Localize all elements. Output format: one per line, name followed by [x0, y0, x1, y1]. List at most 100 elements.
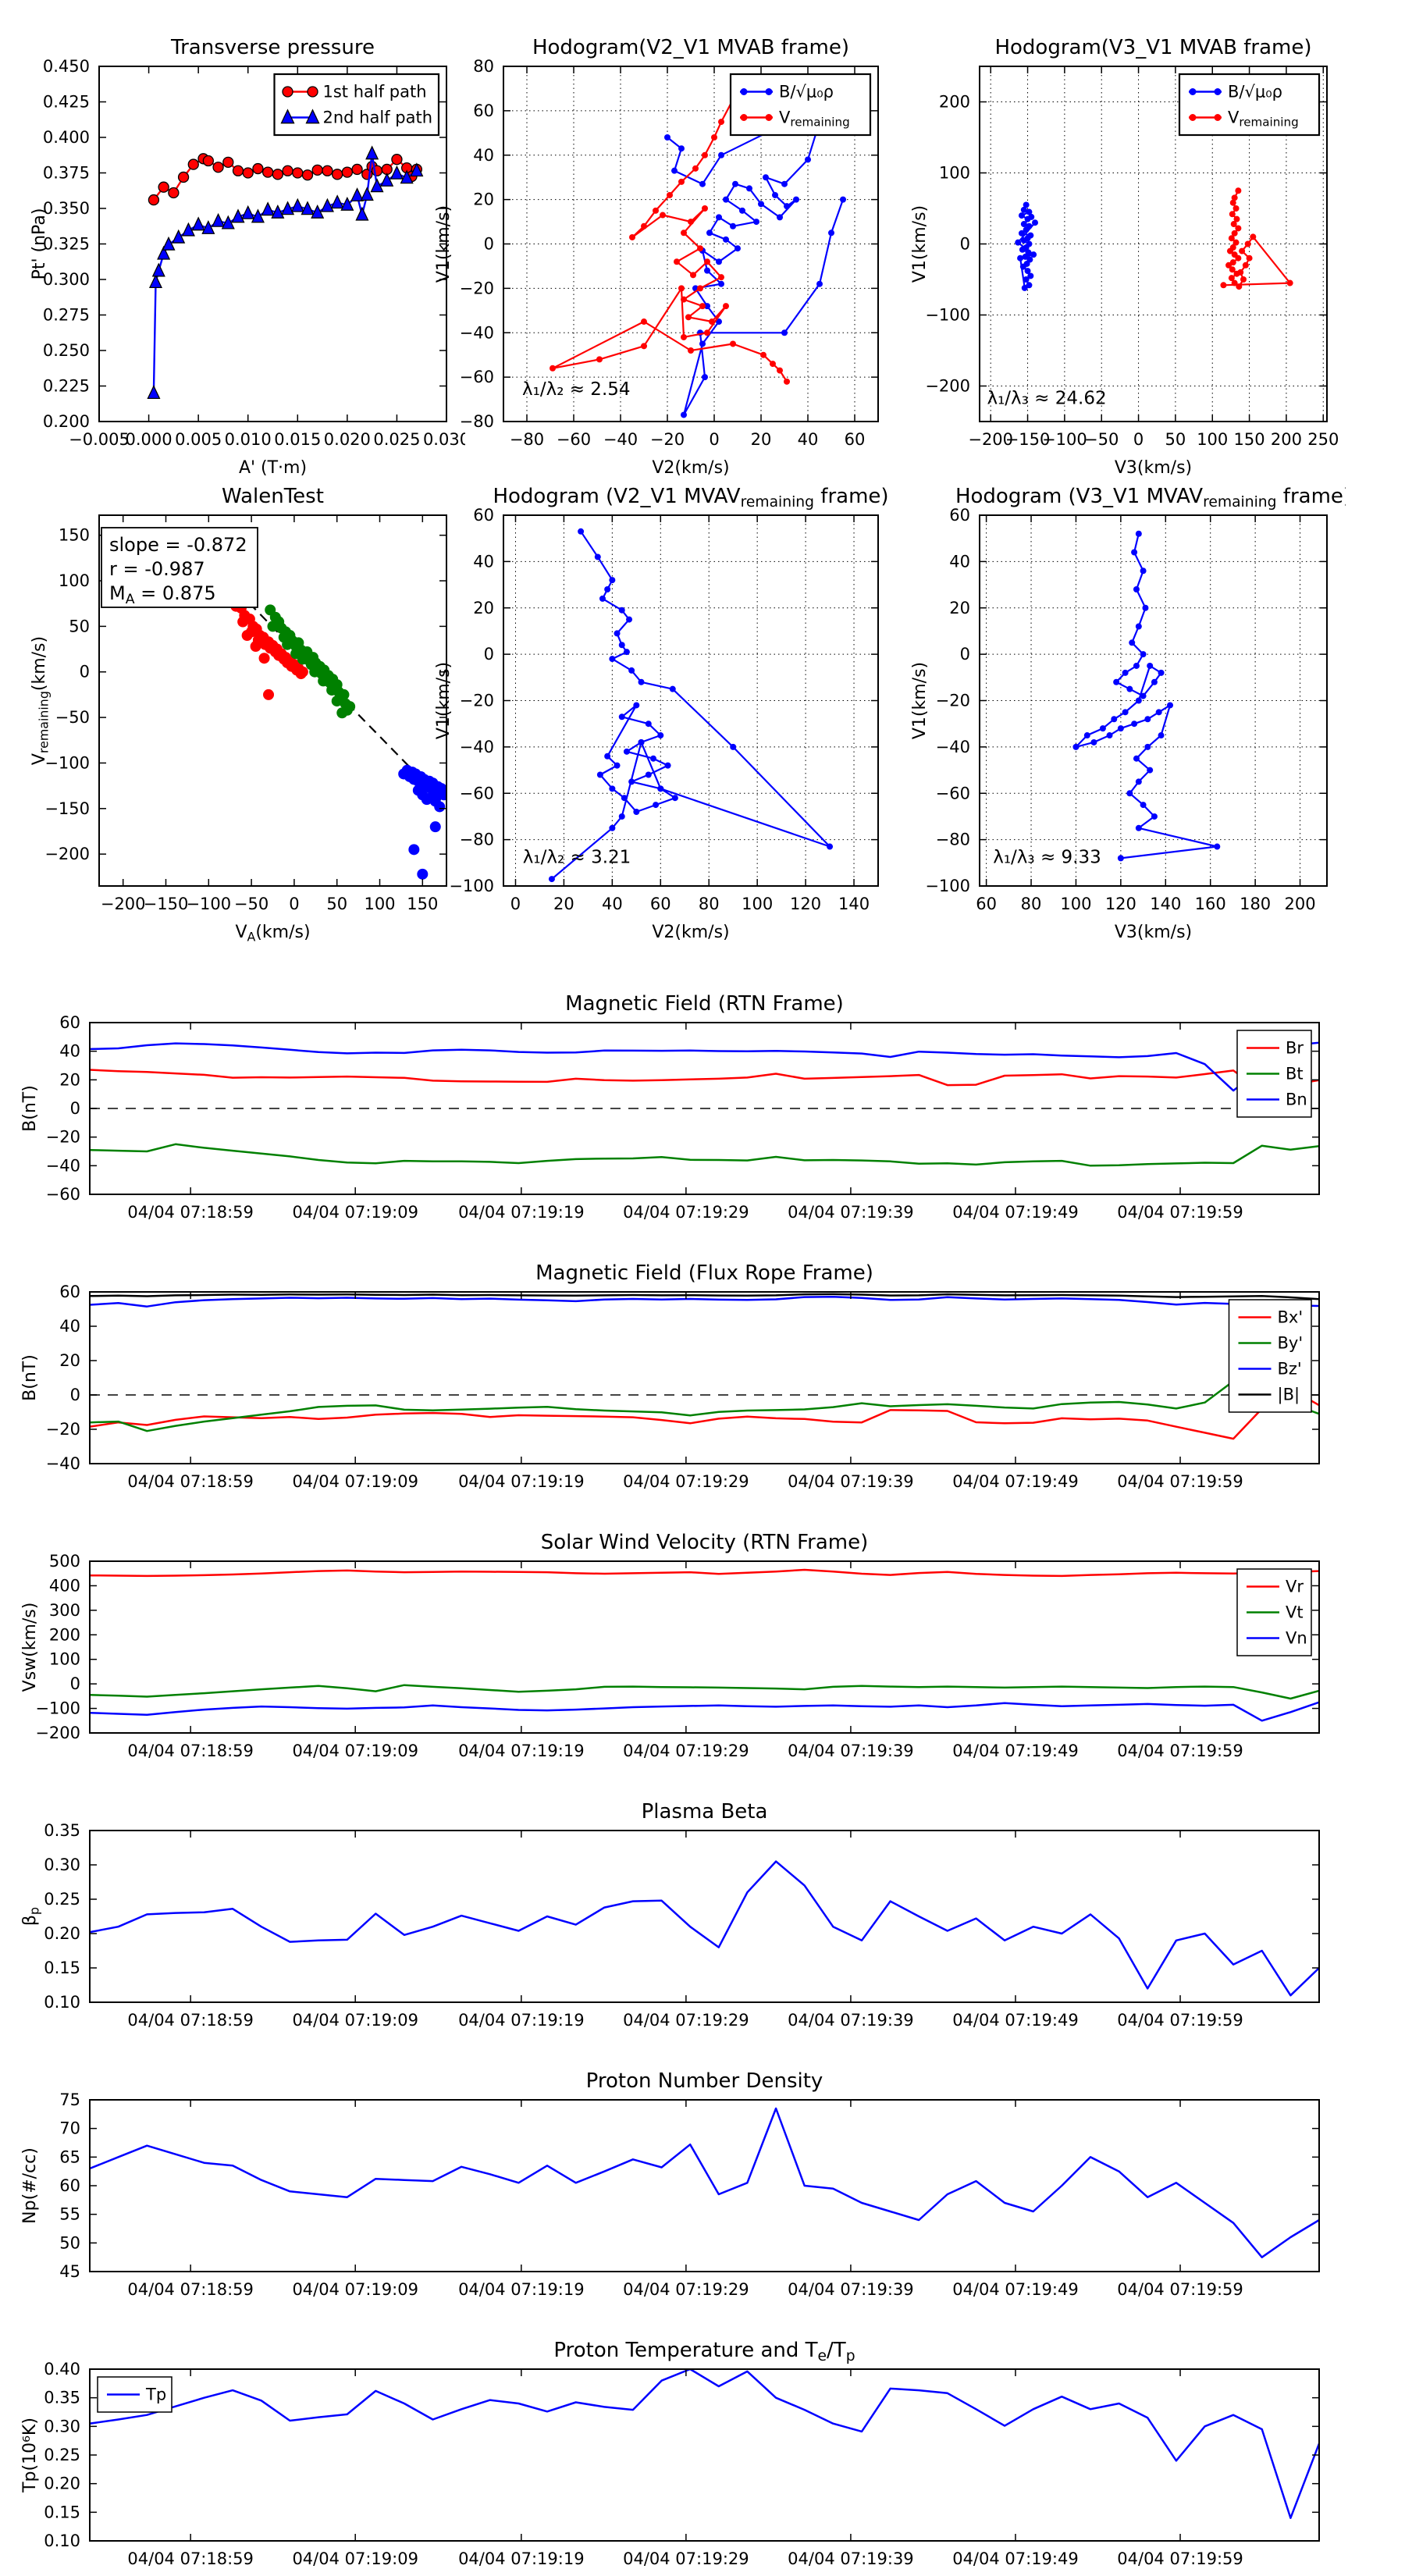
- svg-text:40: 40: [949, 552, 970, 571]
- svg-text:0.35: 0.35: [44, 2389, 80, 2407]
- svg-text:60: 60: [473, 101, 494, 120]
- svg-text:120: 120: [790, 895, 821, 913]
- svg-text:0.010: 0.010: [225, 430, 272, 449]
- svg-text:0.005: 0.005: [175, 430, 222, 449]
- svg-text:Vt: Vt: [1286, 1603, 1304, 1622]
- svg-text:MA = 0.875: MA = 0.875: [109, 582, 216, 607]
- svg-text:60: 60: [949, 506, 970, 525]
- svg-text:−150: −150: [144, 895, 189, 913]
- svg-text:Np(#/cc): Np(#/cc): [20, 2147, 40, 2224]
- svg-text:0.15: 0.15: [44, 1959, 80, 1977]
- svg-text:Bt: Bt: [1286, 1065, 1304, 1083]
- svg-text:100: 100: [939, 164, 970, 183]
- svg-text:Plasma Beta: Plasma Beta: [642, 1800, 768, 1823]
- svg-text:150: 150: [59, 526, 90, 545]
- svg-text:Tp: Tp: [145, 2386, 166, 2404]
- svg-text:20: 20: [751, 430, 772, 449]
- svg-text:−200: −200: [925, 377, 970, 396]
- svg-text:A' (T·m): A' (T·m): [239, 458, 307, 478]
- svg-text:−200: −200: [101, 895, 146, 913]
- svg-text:40: 40: [602, 895, 623, 913]
- svg-text:0.250: 0.250: [43, 341, 90, 360]
- svg-text:Hodogram(V2_V1 MVAB frame): Hodogram(V2_V1 MVAB frame): [532, 36, 849, 59]
- svg-text:04/04 07:19:59: 04/04 07:19:59: [1117, 2280, 1243, 2299]
- svg-text:500: 500: [49, 1552, 80, 1571]
- svg-text:20: 20: [553, 895, 574, 913]
- svg-text:−200: −200: [35, 1724, 80, 1742]
- svg-text:−40: −40: [460, 323, 494, 342]
- svg-text:04/04 07:19:59: 04/04 07:19:59: [1117, 1203, 1243, 1222]
- chart-solar-wind-velocity: 04/04 07:18:59 04/04 07:19:09 04/04 07:19:…: [18, 1514, 1338, 1794]
- svg-text:0: 0: [70, 1099, 80, 1118]
- svg-text:150: 150: [1234, 430, 1265, 449]
- svg-text:04/04 07:19:39: 04/04 07:19:39: [788, 2011, 914, 2030]
- svg-text:V1(km/s): V1(km/s): [434, 662, 454, 739]
- svg-text:300: 300: [49, 1601, 80, 1620]
- svg-text:04/04 07:18:59: 04/04 07:18:59: [127, 2280, 254, 2299]
- svg-text:λ₁/λ₂ ≈ 2.54: λ₁/λ₂ ≈ 2.54: [522, 379, 631, 400]
- svg-text:100: 100: [49, 1650, 80, 1669]
- svg-text:04/04 07:19:39: 04/04 07:19:39: [788, 2549, 914, 2568]
- svg-text:04/04 07:19:49: 04/04 07:19:49: [952, 2549, 1079, 2568]
- svg-text:0.030: 0.030: [423, 430, 465, 449]
- svg-text:V1(km/s): V1(km/s): [910, 662, 930, 739]
- chart-walen-test: −200 −150 −100 −50 0 50 100 150 −200 −150 −100 −50 0…: [27, 468, 465, 947]
- svg-text:By': By': [1278, 1334, 1304, 1353]
- svg-text:04/04 07:19:39: 04/04 07:19:39: [788, 1203, 914, 1222]
- svg-text:04/04 07:19:19: 04/04 07:19:19: [458, 2549, 585, 2568]
- svg-text:V2(km/s): V2(km/s): [652, 458, 729, 478]
- svg-text:40: 40: [473, 146, 494, 165]
- svg-text:0.300: 0.300: [43, 270, 90, 289]
- svg-text:WalenTest: WalenTest: [222, 485, 324, 508]
- svg-text:−50: −50: [1084, 430, 1119, 449]
- svg-text:−20: −20: [936, 692, 970, 710]
- svg-text:−40: −40: [46, 1156, 80, 1175]
- svg-text:Magnetic Field (Flux Rope Fram: Magnetic Field (Flux Rope Frame): [535, 1261, 873, 1285]
- chart-plasma-beta: 04/04 07:18:59 04/04 07:19:09 04/04 07:19:…: [18, 1784, 1338, 2063]
- svg-text:80: 80: [1021, 895, 1042, 913]
- svg-text:Proton Temperature and Te/Tp: Proton Temperature and Te/Tp: [553, 2339, 855, 2364]
- svg-text:Vremaining(km/s): Vremaining(km/s): [30, 636, 51, 765]
- svg-text:0.200: 0.200: [43, 412, 90, 431]
- svg-text:0: 0: [709, 430, 719, 449]
- svg-text:04/04 07:19:59: 04/04 07:19:59: [1117, 2011, 1243, 2030]
- svg-text:Vsw(km/s): Vsw(km/s): [20, 1603, 40, 1692]
- svg-text:−100: −100: [186, 895, 231, 913]
- svg-text:Magnetic Field (RTN Frame): Magnetic Field (RTN Frame): [565, 992, 844, 1016]
- svg-text:04/04 07:19:09: 04/04 07:19:09: [292, 2549, 418, 2568]
- svg-text:0.10: 0.10: [44, 2532, 80, 2550]
- svg-text:0.20: 0.20: [44, 1924, 80, 1943]
- svg-text:V3(km/s): V3(km/s): [1115, 458, 1192, 478]
- svg-text:−60: −60: [936, 784, 970, 802]
- svg-text:70: 70: [59, 2119, 80, 2138]
- svg-text:04/04 07:19:59: 04/04 07:19:59: [1117, 1472, 1243, 1491]
- svg-text:Vn: Vn: [1286, 1629, 1307, 1648]
- svg-text:80: 80: [473, 57, 494, 76]
- svg-text:0: 0: [484, 645, 494, 664]
- svg-text:60: 60: [473, 506, 494, 525]
- svg-text:40: 40: [59, 1317, 80, 1336]
- svg-text:V1(km/s): V1(km/s): [910, 205, 930, 283]
- svg-text:04/04 07:19:49: 04/04 07:19:49: [952, 1472, 1079, 1491]
- svg-text:V3(km/s): V3(km/s): [1115, 923, 1192, 942]
- svg-text:0.350: 0.350: [43, 199, 90, 218]
- svg-text:−80: −80: [936, 831, 970, 849]
- svg-text:0.450: 0.450: [43, 57, 90, 76]
- svg-text:−100: −100: [44, 753, 90, 772]
- svg-text:50: 50: [326, 895, 347, 913]
- svg-text:−20: −20: [46, 1420, 80, 1439]
- svg-text:55: 55: [59, 2205, 80, 2224]
- chart-hodogram-v3v1-mvav: 60 80 100 120 140 160 180 200 −100 −80 −60 −40 −20 0 2…: [908, 468, 1351, 947]
- svg-text:−50: −50: [234, 895, 269, 913]
- svg-text:0.425: 0.425: [43, 93, 90, 112]
- svg-text:40: 40: [798, 430, 819, 449]
- chart-magnetic-field-rtn: 04/04 07:18:59 04/04 07:19:09 04/04 07:19:…: [18, 976, 1338, 1255]
- svg-text:−100: −100: [1042, 430, 1087, 449]
- svg-text:60: 60: [976, 895, 997, 913]
- svg-text:Br: Br: [1286, 1039, 1304, 1058]
- svg-text:0: 0: [70, 1386, 80, 1404]
- svg-text:60: 60: [845, 430, 866, 449]
- svg-text:Bz': Bz': [1278, 1360, 1302, 1379]
- svg-text:Hodogram (V2_V1 MVAVremaining: Hodogram (V2_V1 MVAVremaining frame): [493, 485, 888, 511]
- svg-text:−60: −60: [460, 784, 494, 802]
